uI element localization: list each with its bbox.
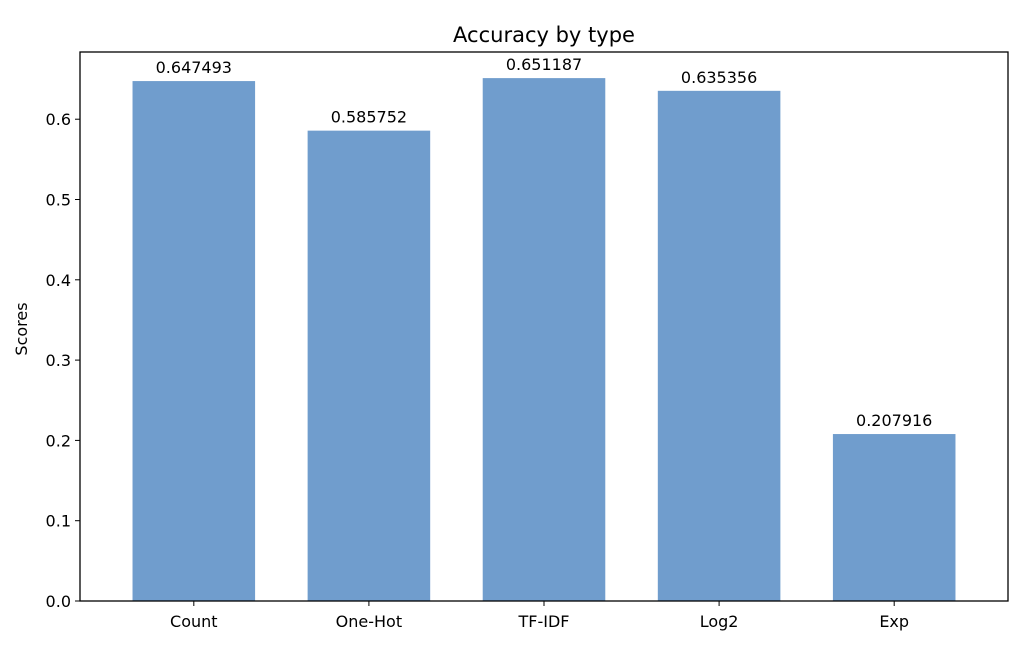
y-axis-label: Scores [12,302,31,355]
y-axis-ticks: 0.0 0.1 0.2 0.3 0.4 0.5 0.6 [46,110,80,611]
x-tick-label: Count [170,612,218,631]
bar-value-label: 0.647493 [156,58,232,77]
y-tick-label: 0.4 [46,271,71,290]
bar [657,90,781,601]
plot-area-frame [79,51,1009,602]
y-tick-label: 0.3 [46,351,71,370]
y-tick-label: 0.2 [46,431,71,450]
y-tick-label: 0.6 [46,110,71,129]
bar [832,434,956,601]
x-tick-label: Log2 [700,612,739,631]
bar [482,78,606,601]
bar-value-label: 0.635356 [681,68,757,87]
x-tick-label: TF-IDF [518,612,570,631]
bar-value-label: 0.651187 [506,55,582,74]
bar-value-label: 0.207916 [856,411,932,430]
x-tick-label: One-Hot [336,612,402,631]
x-tick-label: Exp [879,612,909,631]
chart-title: Accuracy by type [453,23,635,47]
bar-value-labels: 0.647493 0.585752 0.651187 0.635356 0.207916 [156,55,933,430]
bars-layer [132,78,956,602]
y-tick-label: 0.5 [46,191,71,210]
y-tick-label: 0.1 [46,512,71,531]
bar [132,81,256,602]
bar [307,130,431,602]
bar-value-label: 0.585752 [331,108,407,127]
y-tick-label: 0.0 [46,592,71,611]
x-axis-ticks: Count One-Hot TF-IDF Log2 Exp [170,601,909,631]
